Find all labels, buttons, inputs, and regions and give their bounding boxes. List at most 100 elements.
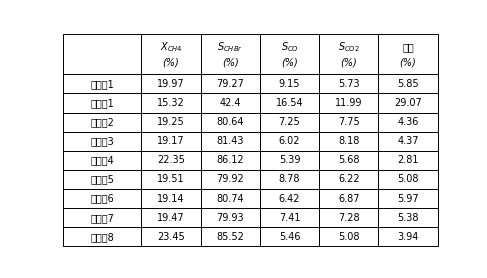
- Bar: [378, 227, 437, 246]
- Text: 79.27: 79.27: [216, 79, 244, 89]
- Bar: [201, 132, 260, 151]
- Bar: [319, 132, 378, 151]
- Text: 8.18: 8.18: [338, 136, 359, 146]
- Bar: [141, 227, 201, 246]
- Text: 实施例8: 实施例8: [90, 232, 114, 242]
- Text: 实施例2: 实施例2: [90, 117, 114, 127]
- Bar: [141, 113, 201, 132]
- Text: 19.97: 19.97: [157, 79, 185, 89]
- Bar: [141, 74, 201, 93]
- Bar: [319, 93, 378, 113]
- Text: 实施例7: 实施例7: [90, 213, 114, 223]
- Text: 实施例1: 实施例1: [90, 79, 114, 89]
- Text: 19.17: 19.17: [157, 136, 185, 146]
- Bar: [378, 34, 437, 74]
- Bar: [63, 208, 141, 227]
- Bar: [260, 93, 319, 113]
- Text: 6.22: 6.22: [338, 175, 359, 185]
- Bar: [201, 208, 260, 227]
- Text: 81.43: 81.43: [217, 136, 244, 146]
- Text: 29.07: 29.07: [394, 98, 422, 108]
- Bar: [319, 227, 378, 246]
- Text: 79.92: 79.92: [216, 175, 244, 185]
- Text: 6.87: 6.87: [338, 193, 359, 203]
- Bar: [378, 132, 437, 151]
- Bar: [63, 189, 141, 208]
- Text: 8.78: 8.78: [279, 175, 300, 185]
- Text: 比较例1: 比较例1: [90, 98, 114, 108]
- Text: 79.93: 79.93: [217, 213, 244, 223]
- Bar: [63, 227, 141, 246]
- Bar: [201, 151, 260, 170]
- Bar: [141, 208, 201, 227]
- Bar: [319, 113, 378, 132]
- Text: 5.46: 5.46: [279, 232, 300, 242]
- Text: 7.41: 7.41: [279, 213, 300, 223]
- Bar: [319, 151, 378, 170]
- Text: 5.38: 5.38: [397, 213, 419, 223]
- Text: $X_{\mathit{CH4}}$: $X_{\mathit{CH4}}$: [160, 40, 183, 54]
- Text: 86.12: 86.12: [217, 155, 244, 165]
- Text: 15.32: 15.32: [157, 98, 185, 108]
- Text: (%): (%): [281, 58, 298, 68]
- Text: $S_{\mathit{CO}}$: $S_{\mathit{CO}}$: [281, 40, 299, 54]
- Bar: [319, 74, 378, 93]
- Bar: [141, 151, 201, 170]
- Text: 实施例4: 实施例4: [90, 155, 114, 165]
- Text: 19.25: 19.25: [157, 117, 185, 127]
- Bar: [378, 208, 437, 227]
- Bar: [260, 208, 319, 227]
- Text: 5.39: 5.39: [279, 155, 300, 165]
- Bar: [378, 170, 437, 189]
- Bar: [378, 151, 437, 170]
- Text: 7.75: 7.75: [338, 117, 359, 127]
- Bar: [260, 34, 319, 74]
- Text: 85.52: 85.52: [216, 232, 244, 242]
- Text: 7.28: 7.28: [338, 213, 359, 223]
- Text: 22.35: 22.35: [157, 155, 185, 165]
- Bar: [141, 93, 201, 113]
- Text: 5.97: 5.97: [397, 193, 419, 203]
- Bar: [63, 34, 141, 74]
- Text: 80.74: 80.74: [217, 193, 244, 203]
- Text: 5.08: 5.08: [397, 175, 419, 185]
- Bar: [378, 74, 437, 93]
- Bar: [319, 34, 378, 74]
- Text: 其他: 其他: [402, 42, 414, 52]
- Bar: [141, 132, 201, 151]
- Text: 19.14: 19.14: [157, 193, 185, 203]
- Bar: [260, 151, 319, 170]
- Bar: [260, 132, 319, 151]
- Text: (%): (%): [222, 58, 239, 68]
- Bar: [63, 74, 141, 93]
- Text: 80.64: 80.64: [217, 117, 244, 127]
- Bar: [201, 227, 260, 246]
- Bar: [63, 132, 141, 151]
- Text: 5.85: 5.85: [397, 79, 419, 89]
- Bar: [141, 34, 201, 74]
- Bar: [378, 113, 437, 132]
- Text: 23.45: 23.45: [157, 232, 185, 242]
- Text: 7.25: 7.25: [279, 117, 300, 127]
- Text: 实施例5: 实施例5: [90, 175, 114, 185]
- Bar: [201, 34, 260, 74]
- Bar: [378, 93, 437, 113]
- Bar: [201, 170, 260, 189]
- Text: 6.42: 6.42: [279, 193, 300, 203]
- Bar: [260, 113, 319, 132]
- Bar: [260, 170, 319, 189]
- Text: 9.15: 9.15: [279, 79, 300, 89]
- Text: 3.94: 3.94: [397, 232, 419, 242]
- Text: 实施例6: 实施例6: [90, 193, 114, 203]
- Bar: [260, 227, 319, 246]
- Bar: [201, 93, 260, 113]
- Bar: [63, 113, 141, 132]
- Text: 42.4: 42.4: [220, 98, 241, 108]
- Bar: [319, 170, 378, 189]
- Bar: [141, 189, 201, 208]
- Text: (%): (%): [163, 58, 179, 68]
- Bar: [63, 170, 141, 189]
- Bar: [260, 74, 319, 93]
- Bar: [319, 189, 378, 208]
- Text: 2.81: 2.81: [397, 155, 419, 165]
